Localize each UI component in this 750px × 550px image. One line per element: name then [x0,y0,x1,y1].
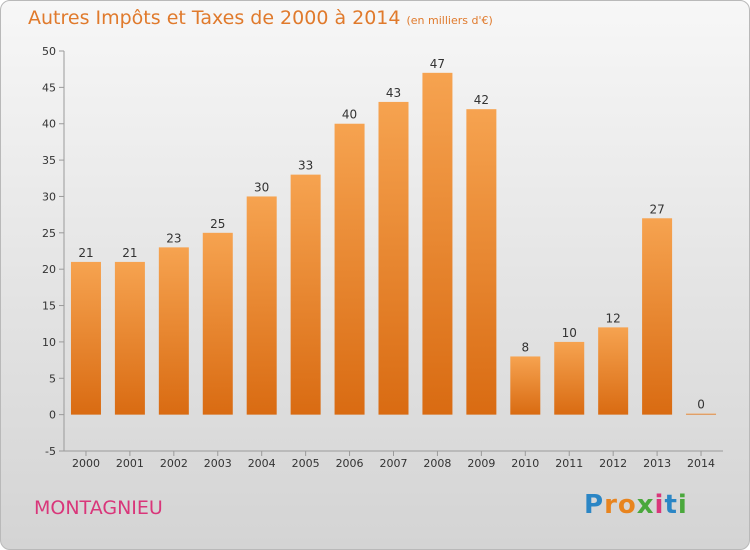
y-tick-label: -5 [45,445,56,458]
bar-value-label: 40 [342,108,357,122]
proxiti-logo: Proxiti [584,490,688,520]
bar-value-label: 47 [430,57,445,71]
bar-2006 [334,123,365,415]
x-tick-label: 2007 [380,457,408,470]
bar-2008 [422,72,453,415]
bar-2003 [202,232,233,415]
x-tick-label: 2011 [555,457,583,470]
logo-letter: i [654,490,665,520]
y-tick-label: 45 [42,81,56,94]
bar-value-label: 0 [697,398,705,412]
x-tick-label: 2012 [599,457,627,470]
bar-2012 [598,327,629,415]
x-tick-label: 2003 [204,457,232,470]
y-tick-label: 35 [42,154,56,167]
x-tick-label: 2006 [336,457,364,470]
chart-subtitle: (en milliers d'€) [406,14,493,27]
bar-value-label: 42 [474,93,489,107]
bar-2013 [642,218,673,415]
bar-value-label: 8 [521,340,529,354]
logo-letter: P [584,490,605,520]
bar-2014 [686,413,717,415]
commune-name: MONTAGNIEU [34,497,163,519]
x-tick-label: 2000 [72,457,100,470]
x-tick-label: 2010 [511,457,539,470]
y-tick-label: 25 [42,227,56,240]
x-tick-label: 2009 [467,457,495,470]
bar-2002 [158,247,189,415]
bar-2005 [290,174,321,415]
logo-letter: i [677,490,688,520]
bar-2010 [510,356,541,415]
bar-value-label: 21 [78,246,93,260]
bar-value-label: 33 [298,159,313,173]
x-tick-label: 2014 [687,457,715,470]
bar-value-label: 12 [606,311,621,325]
bar-2007 [378,101,409,415]
y-tick-label: 20 [42,263,56,276]
bar-value-label: 27 [649,202,664,216]
logo-letter: o [617,490,637,520]
bar-value-label: 10 [562,326,577,340]
x-tick-label: 2008 [423,457,451,470]
x-tick-label: 2001 [116,457,144,470]
bar-value-label: 25 [210,217,225,231]
x-tick-label: 2004 [248,457,276,470]
y-tick-label: 15 [42,300,56,313]
bar-2009 [466,109,497,415]
chart-title-text: Autres Impôts et Taxes de 2000 à 2014 [28,7,401,29]
y-tick-label: 50 [42,45,56,58]
x-tick-label: 2002 [160,457,188,470]
y-tick-label: 5 [49,372,56,385]
y-tick-label: 40 [42,118,56,131]
y-tick-label: 30 [42,190,56,203]
x-tick-label: 2005 [292,457,320,470]
bar-2004 [246,196,277,415]
logo-letter: r [604,490,618,520]
logo-letter: t [664,490,678,520]
bar-value-label: 30 [254,180,269,194]
y-tick-label: 0 [49,409,56,422]
bar-2011 [554,341,585,415]
chart-title: Autres Impôts et Taxes de 2000 à 2014 (en… [28,7,493,29]
x-tick-label: 2013 [643,457,671,470]
bar-value-label: 21 [122,246,137,260]
bar-value-label: 23 [166,231,181,245]
bar-value-label: 43 [386,86,401,100]
logo-letter: x [636,490,655,520]
bar-2000 [70,261,101,415]
y-tick-label: 10 [42,336,56,349]
bar-2001 [114,261,145,415]
